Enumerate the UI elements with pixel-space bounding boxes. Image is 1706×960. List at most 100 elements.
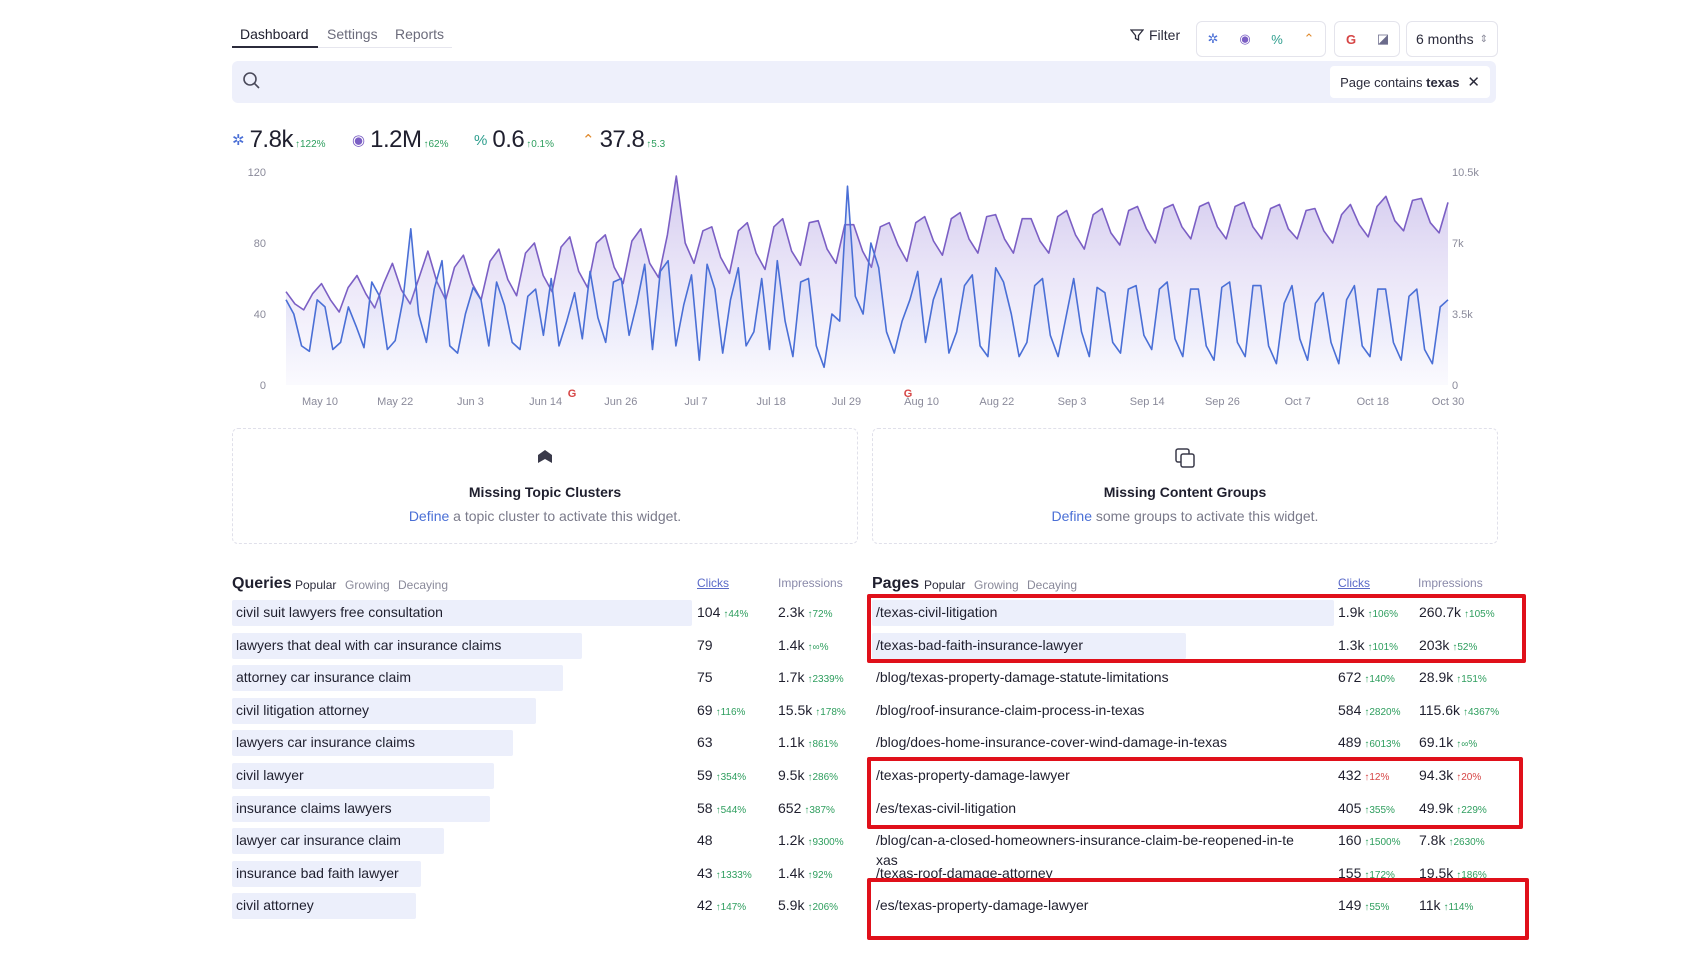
highlight-box	[867, 757, 1523, 829]
tab-reports[interactable]: Reports	[395, 26, 445, 42]
row-label[interactable]: /blog/roof-insurance-claim-process-in-te…	[876, 701, 1145, 718]
row-label[interactable]: insurance claims lawyers	[236, 799, 392, 816]
impressions-value: 11k ↑114%	[1419, 897, 1474, 914]
tab-dashboard[interactable]: Dashboard	[240, 26, 309, 42]
x-tick: May 10	[302, 396, 338, 408]
row-label[interactable]: /texas-bad-faith-insurance-lawyer	[876, 636, 1083, 653]
filter-chip[interactable]: Page contains texas ✕	[1330, 66, 1490, 98]
impressions-value: 115.6k ↑4367%	[1419, 701, 1500, 718]
clicks-value: 155 ↑172%	[1338, 864, 1395, 881]
row-label[interactable]: /blog/can-a-closed-homeowners-insurance-…	[876, 832, 1294, 849]
metric-clicks[interactable]: ✲ 7.8k ↑122%	[232, 126, 326, 154]
row-label[interactable]: civil suit lawyers free consultation	[236, 604, 443, 620]
tabs-divider	[232, 47, 452, 48]
pages-col-clicks[interactable]: Clicks	[1338, 576, 1370, 590]
row-label[interactable]: attorney car insurance claim	[236, 669, 412, 686]
x-tick: Aug 22	[979, 396, 1014, 408]
topic-cluster-icon	[538, 450, 552, 463]
clicks-value: 69 ↑116%	[697, 701, 746, 718]
define-link[interactable]: Define	[408, 508, 450, 524]
google-icon[interactable]: G	[1345, 31, 1357, 47]
x-tick: Oct 18	[1357, 396, 1389, 408]
search-bar[interactable]: Page contains texas ✕	[232, 61, 1496, 103]
pages-col-impressions[interactable]: Impressions	[1418, 576, 1483, 590]
pages-tab-decaying[interactable]: Decaying	[1027, 578, 1078, 592]
row-label[interactable]: insurance bad faith lawyer	[236, 864, 399, 881]
x-tick: Oct 7	[1284, 396, 1310, 408]
clicks-value: 1.3k ↑101%	[1338, 636, 1399, 653]
close-icon[interactable]: ✕	[1467, 74, 1480, 91]
metric-ctr[interactable]: % 0.6 ↑0.1%	[474, 126, 554, 154]
x-tick: Jun 14	[529, 396, 562, 408]
x-tick: Jul 29	[832, 396, 861, 408]
impressions-value: 2.3k ↑72%	[778, 604, 833, 620]
x-tick: Jul 7	[684, 396, 707, 408]
highlight-box	[867, 594, 1526, 663]
metric-value: 37.8	[599, 126, 645, 153]
row-bar	[232, 860, 421, 887]
annotation-icon[interactable]: ◪	[1376, 31, 1390, 46]
impressions-value: 49.9k ↑229%	[1419, 799, 1487, 816]
row-label[interactable]: /texas-property-damage-lawyer	[876, 767, 1070, 783]
impressions-value: 19.5k ↑186%	[1419, 864, 1487, 881]
traffic-chart[interactable]: 120 80 40 0 10.5k 7k 3.5k 0 May 10 May 22 Jun 3 Jun…	[232, 160, 1496, 410]
define-link[interactable]: Define	[1051, 508, 1092, 524]
row-label[interactable]: civil litigation attorney	[236, 701, 370, 718]
row-label[interactable]: /texas-civil-litigation	[876, 604, 998, 620]
row-label[interactable]: lawyer car insurance claim	[236, 832, 401, 849]
row-bar	[232, 893, 416, 920]
percent-icon[interactable]: %	[1271, 31, 1283, 47]
impressions-value: 28.9k ↑151%	[1419, 669, 1487, 686]
metric-delta: ↑62%	[423, 139, 449, 150]
queries-tab-popular[interactable]: Popular	[295, 578, 337, 592]
impressions-value: 94.3k ↑20%	[1419, 767, 1482, 783]
y-left-tick: 40	[254, 309, 266, 321]
clicks-icon[interactable]: ✲	[1207, 31, 1219, 46]
row-label[interactable]: lawyers that deal with car insurance cla…	[236, 636, 502, 653]
row-bar	[872, 632, 1187, 659]
row-label[interactable]: lawyers car insurance claims	[236, 734, 415, 751]
filter-button[interactable]: Filter	[1130, 27, 1180, 43]
row-bar	[232, 632, 582, 659]
metric-toggle-group: ✲ ◉ % ⌃	[1196, 21, 1326, 57]
period-select[interactable]: 6 months ⇕	[1406, 21, 1498, 57]
y-right-tick: 10.5k	[1452, 167, 1479, 179]
row-label[interactable]: /blog/does-home-insurance-cover-wind-dam…	[876, 734, 1227, 751]
row-label[interactable]: /es/texas-civil-litigation	[876, 799, 1017, 816]
queries-col-clicks[interactable]: Clicks	[697, 576, 729, 590]
impressions-value: 69.1k ↑∞%	[1419, 734, 1478, 751]
metric-impressions[interactable]: ◉ 1.2M ↑62%	[352, 126, 448, 154]
impressions-value: 1.1k ↑861%	[778, 734, 839, 751]
impressions-value: 260.7k ↑105%	[1419, 604, 1495, 620]
y-left-tick: 0	[260, 380, 266, 392]
topic-clusters-widget: Missing Topic Clusters Define a topic cl…	[232, 428, 858, 544]
row-label[interactable]: /es/texas-property-damage-lawyer	[876, 897, 1089, 914]
eye-icon: ◉	[352, 132, 366, 149]
clicks-value: 160 ↑1500%	[1338, 832, 1401, 849]
metric-delta: ↑5.3	[646, 139, 666, 150]
chevron-updown-icon: ⇕	[1479, 33, 1488, 45]
x-tick: Jul 18	[757, 396, 786, 408]
queries-tab-decaying[interactable]: Decaying	[398, 578, 449, 592]
row-label[interactable]: civil attorney	[236, 897, 314, 914]
metric-value: 7.8k	[249, 126, 294, 153]
tab-settings[interactable]: Settings	[327, 26, 378, 42]
google-update-marker[interactable]: G	[904, 388, 913, 400]
metric-position[interactable]: ⌃ 37.8 ↑5.3	[582, 126, 665, 154]
row-label[interactable]: civil lawyer	[236, 767, 304, 783]
position-icon[interactable]: ⌃	[1303, 31, 1315, 46]
content-groups-widget: Missing Content Groups Define some group…	[872, 428, 1498, 544]
content-groups-icon	[1175, 448, 1195, 468]
queries-tab-growing[interactable]: Growing	[345, 578, 390, 592]
queries-col-impressions[interactable]: Impressions	[778, 576, 843, 590]
row-label[interactable]: /blog/texas-property-damage-statute-limi…	[876, 669, 1169, 686]
clicks-value: 79	[697, 636, 713, 653]
pages-tab-growing[interactable]: Growing	[974, 578, 1019, 592]
search-icon	[243, 72, 260, 89]
widget-desc: Define some groups to activate this widg…	[873, 508, 1497, 524]
google-update-marker[interactable]: G	[568, 388, 577, 400]
clicks-value: 75	[697, 669, 713, 686]
row-label[interactable]: /texas-roof-damage-attorney	[876, 864, 1053, 881]
eye-icon[interactable]: ◉	[1239, 31, 1251, 46]
pages-tab-popular[interactable]: Popular	[924, 578, 966, 592]
